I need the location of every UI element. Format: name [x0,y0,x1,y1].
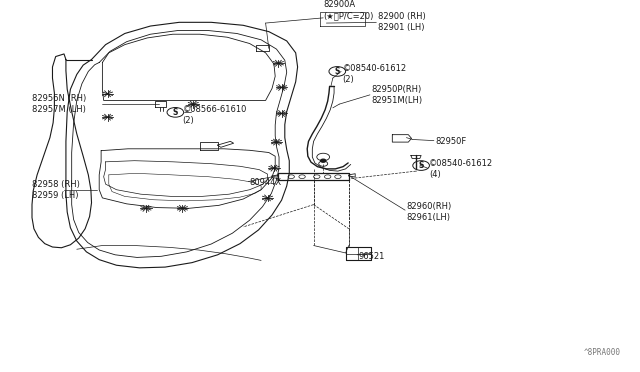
Circle shape [321,159,326,162]
Text: 82958 (RH)
82959 (LH): 82958 (RH) 82959 (LH) [32,180,80,200]
Text: ^8PRA000: ^8PRA000 [584,348,621,357]
Text: ©08540-61612
(2): ©08540-61612 (2) [342,64,406,84]
Text: 96521: 96521 [358,252,385,261]
Text: 82950F: 82950F [435,137,467,146]
Text: 82950P(RH)
82951M(LH): 82950P(RH) 82951M(LH) [371,85,422,105]
Text: S: S [419,161,424,170]
Text: S: S [335,67,340,76]
Text: 82900A
(★印P/C=20): 82900A (★印P/C=20) [323,0,374,20]
Text: 82956N (RH)
82957M (LH): 82956N (RH) 82957M (LH) [32,94,86,114]
Text: ©08566-61610
(2): ©08566-61610 (2) [182,105,247,125]
Text: 82960(RH)
82961(LH): 82960(RH) 82961(LH) [406,202,452,222]
Text: ©08540-61612
(4): ©08540-61612 (4) [429,159,493,179]
Text: S: S [173,108,178,117]
Text: 82900 (RH)
82901 (LH): 82900 (RH) 82901 (LH) [378,12,426,32]
Text: 80944X: 80944X [250,178,282,187]
